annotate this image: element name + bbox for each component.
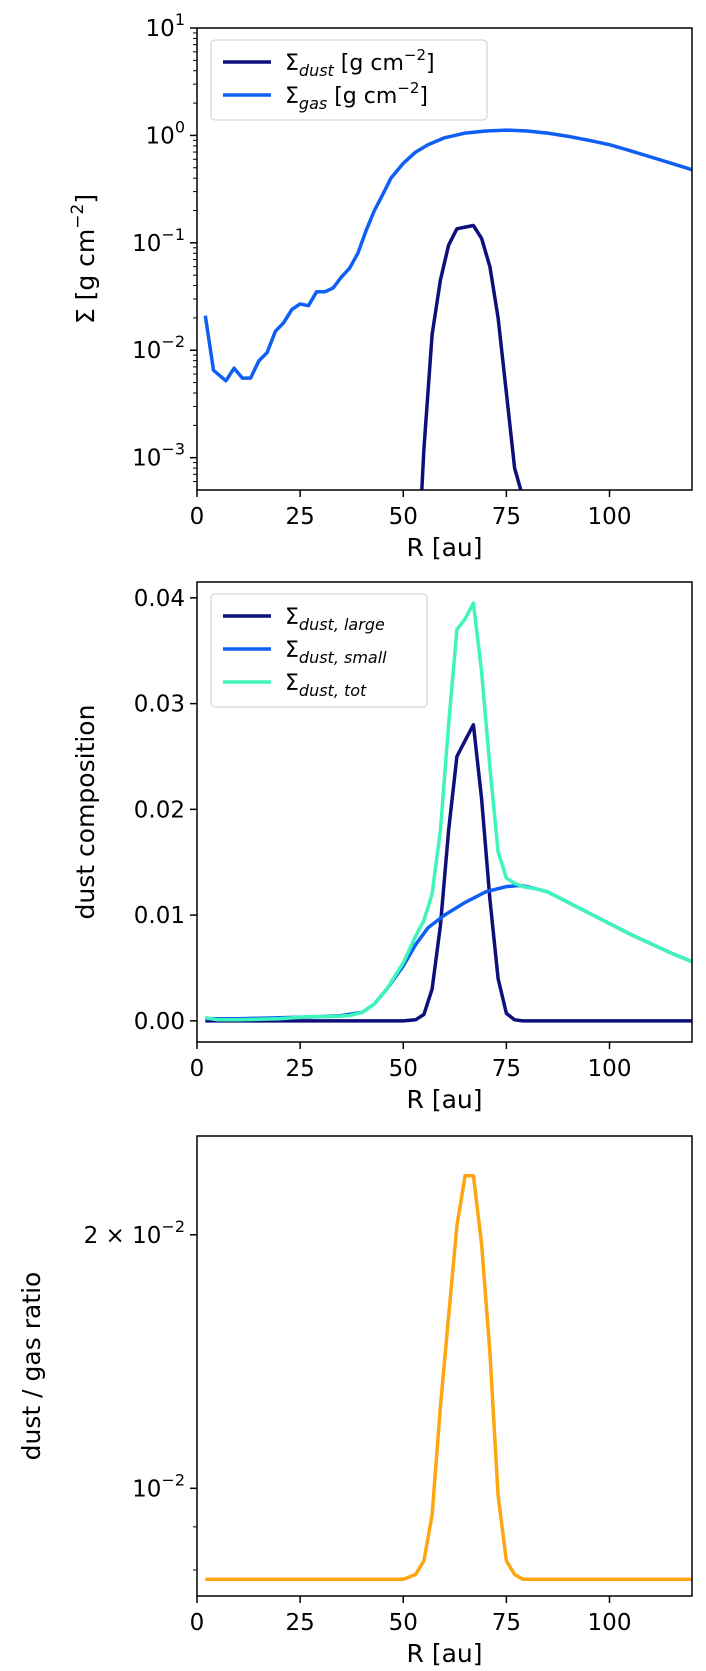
legend-box: [210, 593, 428, 708]
y-tick-label: 0.00: [134, 1009, 185, 1035]
x-tick-label: 50: [389, 1056, 418, 1082]
x-tick-label: 100: [588, 1056, 632, 1082]
x-tick-label: 25: [285, 1610, 314, 1636]
y-tick-label: 0.03: [134, 692, 185, 718]
axes-frame: [196, 581, 693, 1043]
x-tick-label: 0: [190, 1610, 205, 1636]
legend-entry-2: Σdust, small: [285, 638, 387, 667]
legend: Σdust, large Σdust, small Σdust, tot: [210, 593, 428, 708]
x-tick-label: 0: [190, 1056, 205, 1082]
y-tick-label: 0.02: [134, 797, 185, 823]
x-tick-label: 0: [190, 504, 205, 530]
x-tick-label: 75: [492, 1056, 521, 1082]
x-axis-label: R [au]: [407, 533, 483, 562]
x-tick-label: 25: [285, 1056, 314, 1082]
x-tick-label: 50: [389, 504, 418, 530]
legend-entry-3: Σdust, tot: [285, 671, 367, 700]
panel-1: 0 25 50 75 100 R [au] 10−3 10−2 10−1 100 101 Σ [g c…: [68, 10, 693, 562]
y-axis-label: dust / gas ratio: [17, 1272, 46, 1461]
series-line-3: [205, 601, 692, 1022]
series-line-1: [420, 223, 523, 490]
y-tick-label: 10−1: [132, 225, 185, 257]
panel-3: 0 25 50 75 100 R [au] 10−2 2 × 10−2 dust / gas r…: [17, 1135, 693, 1668]
series-line-1: [205, 1174, 692, 1581]
y-tick-label: 10−3: [132, 440, 185, 472]
axes-frame: [196, 1135, 693, 1597]
x-tick-label: 100: [588, 504, 632, 530]
legend-entry-2: Σgas [g cm−2]: [285, 79, 428, 113]
y-tick-label: 2 × 10−2: [84, 1217, 185, 1249]
series-line-2: [205, 883, 692, 1021]
series-line-2: [203, 128, 692, 383]
y-tick-label: 10−2: [132, 1470, 185, 1502]
plot-area: [205, 601, 692, 1023]
x-axis-label: R [au]: [407, 1639, 483, 1668]
x-tick-label: 25: [285, 504, 314, 530]
legend-box: [210, 39, 488, 121]
y-axis-label: dust composition: [71, 705, 100, 920]
series-line-1: [205, 723, 692, 1023]
y-axis-label: Σ [g cm−2]: [68, 194, 100, 324]
y-tick-label: 10−2: [132, 332, 185, 364]
y-tick-label: 101: [146, 10, 185, 42]
legend: Σdust [g cm−2]Σgas [g cm−2]: [210, 39, 488, 121]
plot-area: [205, 1174, 692, 1581]
x-axis-label: R [au]: [407, 1085, 483, 1114]
x-tick-label: 50: [389, 1610, 418, 1636]
x-tick-label: 100: [588, 1610, 632, 1636]
panel-2: 0 25 50 75 100 R [au] 0.00 0.01 0.02 0.03 0.04 dust…: [71, 581, 693, 1114]
x-tick-label: 75: [492, 504, 521, 530]
y-tick-label: 100: [146, 117, 185, 149]
legend-entry-1: Σdust, large: [285, 605, 385, 634]
y-tick-label: 0.04: [134, 586, 185, 612]
legend-entry-1: Σdust [g cm−2]: [285, 46, 435, 80]
plot-area: [203, 128, 692, 490]
x-tick-label: 75: [492, 1610, 521, 1636]
y-tick-label: 0.01: [134, 903, 185, 929]
